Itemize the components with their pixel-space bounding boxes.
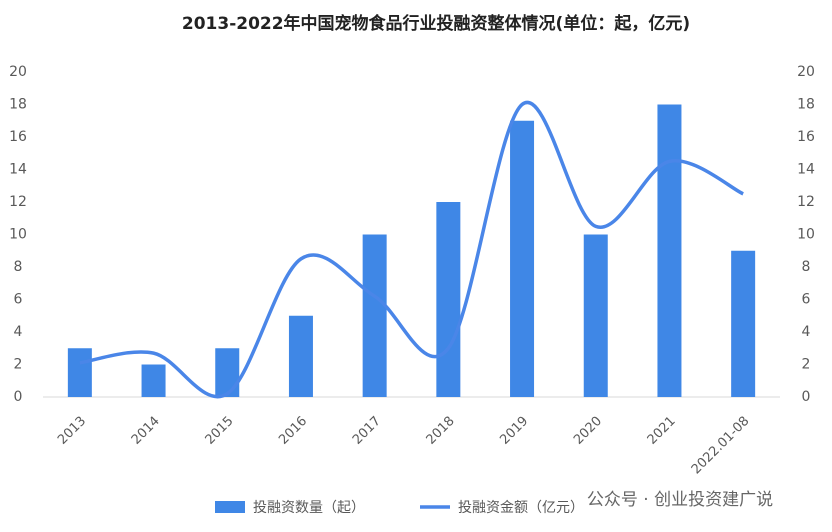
y2-tick-label: 20	[797, 64, 815, 80]
bar	[436, 202, 461, 397]
bar	[141, 364, 166, 397]
x-tick-label: 2020	[571, 414, 605, 448]
y-tick-label: 10	[9, 227, 27, 243]
bar	[215, 348, 240, 397]
y-tick-label: 2	[14, 357, 23, 373]
chart-title: 2013-2022年中国宠物食品行业投融资整体情况(单位：起，亿元)	[182, 13, 690, 34]
x-tick-label: 2014	[129, 414, 163, 448]
y2-tick-label: 14	[797, 162, 815, 178]
x-tick-label: 2019	[497, 414, 531, 448]
y-tick-label: 0	[14, 389, 23, 405]
bar	[67, 348, 92, 397]
y2-tick-label: 10	[797, 227, 815, 243]
y-tick-label: 14	[9, 162, 27, 178]
x-tick-label: 2016	[276, 414, 310, 448]
y-tick-label: 20	[9, 64, 27, 80]
x-tick-label: 2013	[55, 414, 89, 448]
watermark: 公众号 · 创业投资建广说	[587, 490, 773, 510]
bar	[362, 234, 387, 397]
bar	[510, 120, 535, 397]
legend-label: 投融资金额（亿元）	[458, 500, 584, 516]
y-tick-label: 16	[9, 129, 27, 145]
y-tick-label: 8	[14, 259, 23, 275]
y2-tick-label: 4	[802, 324, 811, 340]
bar	[583, 234, 608, 397]
bar	[288, 315, 313, 397]
y2-tick-label: 16	[797, 129, 815, 145]
legend-swatch	[215, 501, 245, 513]
x-tick-label: 2017	[350, 414, 384, 448]
y-tick-label: 12	[9, 194, 27, 210]
x-tick-label: 2022.01-08	[689, 414, 753, 478]
x-tick-label: 2021	[645, 414, 679, 448]
y-tick-label: 6	[14, 292, 23, 308]
y2-tick-label: 12	[797, 194, 815, 210]
legend-label: 投融资数量（起）	[253, 500, 365, 516]
x-tick-label: 2018	[424, 414, 458, 448]
bar	[657, 104, 682, 397]
y2-tick-label: 0	[802, 389, 811, 405]
bar	[731, 250, 756, 397]
x-tick-label: 2015	[203, 414, 237, 448]
y-tick-label: 18	[9, 97, 27, 113]
y2-tick-label: 8	[802, 259, 811, 275]
y2-tick-label: 6	[802, 292, 811, 308]
line	[79, 100, 744, 399]
y2-tick-label: 2	[802, 357, 811, 373]
y2-tick-label: 18	[797, 97, 815, 113]
y-tick-label: 4	[14, 324, 23, 340]
